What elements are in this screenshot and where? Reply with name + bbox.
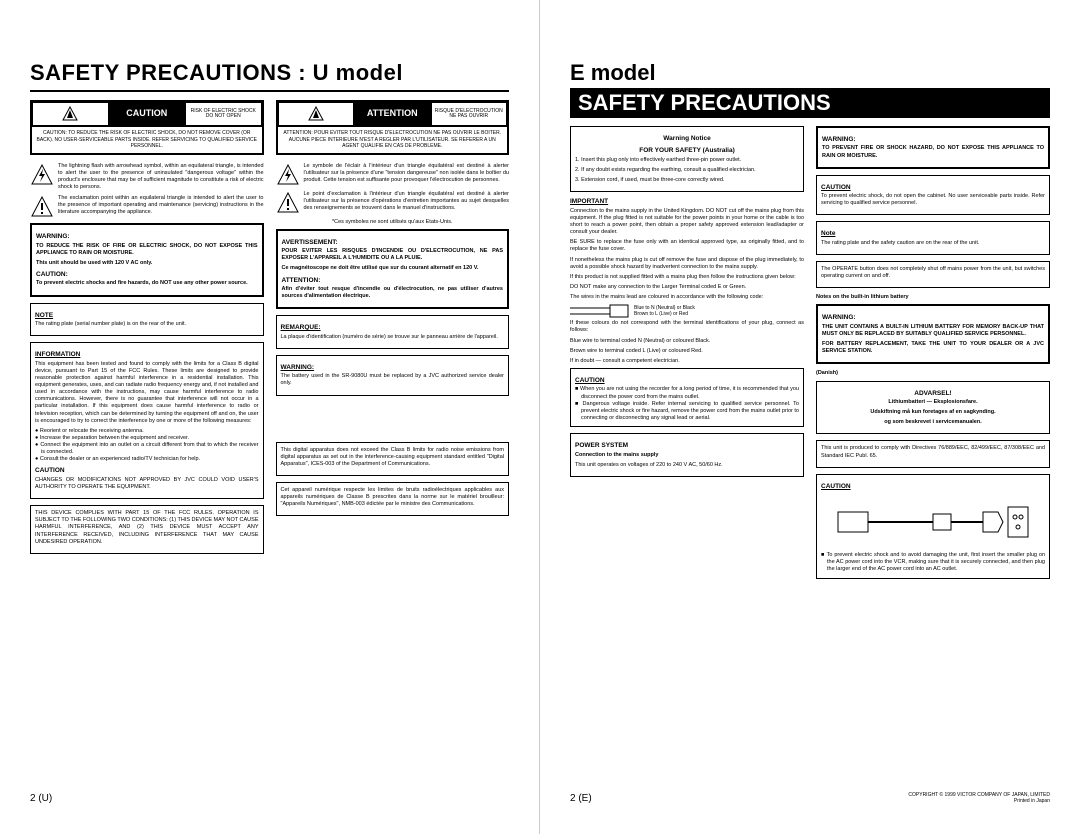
page-e-model: E model SAFETY PRECAUTIONS Warning Notic… bbox=[540, 0, 1080, 834]
lightning-icon bbox=[30, 163, 54, 187]
caution-box-en: CAUTION RISK OF ELECTRIC SHOCKDO NOT OPE… bbox=[30, 100, 264, 155]
page-u-model: SAFETY PRECAUTIONS : U model CAUTION RIS… bbox=[0, 0, 540, 834]
exclamation-icon bbox=[30, 195, 54, 219]
page-number: 2 (E) bbox=[570, 793, 592, 804]
col-right-b: WARNING: TO PREVENT FIRE OR SHOCK HAZARD… bbox=[816, 126, 1050, 585]
title-u: SAFETY PRECAUTIONS : U model bbox=[30, 60, 509, 86]
exclamation-icon bbox=[276, 191, 300, 215]
page-number: 2 (U) bbox=[30, 793, 52, 804]
lightning-icon bbox=[276, 163, 300, 187]
col-left-b: ATTENTION RISQUE D'ELECTROCUTIONNE PAS O… bbox=[276, 100, 510, 560]
col-left-a: CAUTION RISK OF ELECTRIC SHOCKDO NOT OPE… bbox=[30, 100, 264, 560]
title-e-top: E model bbox=[570, 60, 1050, 86]
col-right-a: Warning Notice FOR YOUR SAFETY (Australi… bbox=[570, 126, 804, 585]
title-e-bar: SAFETY PRECAUTIONS bbox=[570, 88, 1050, 118]
copyright-footer: COPYRIGHT © 1999 VICTOR COMPANY OF JAPAN… bbox=[908, 792, 1050, 804]
plug-diagram-icon bbox=[821, 492, 1045, 552]
attention-box-fr: ATTENTION RISQUE D'ELECTROCUTIONNE PAS O… bbox=[276, 100, 510, 155]
wire-diagram-icon bbox=[570, 304, 630, 318]
